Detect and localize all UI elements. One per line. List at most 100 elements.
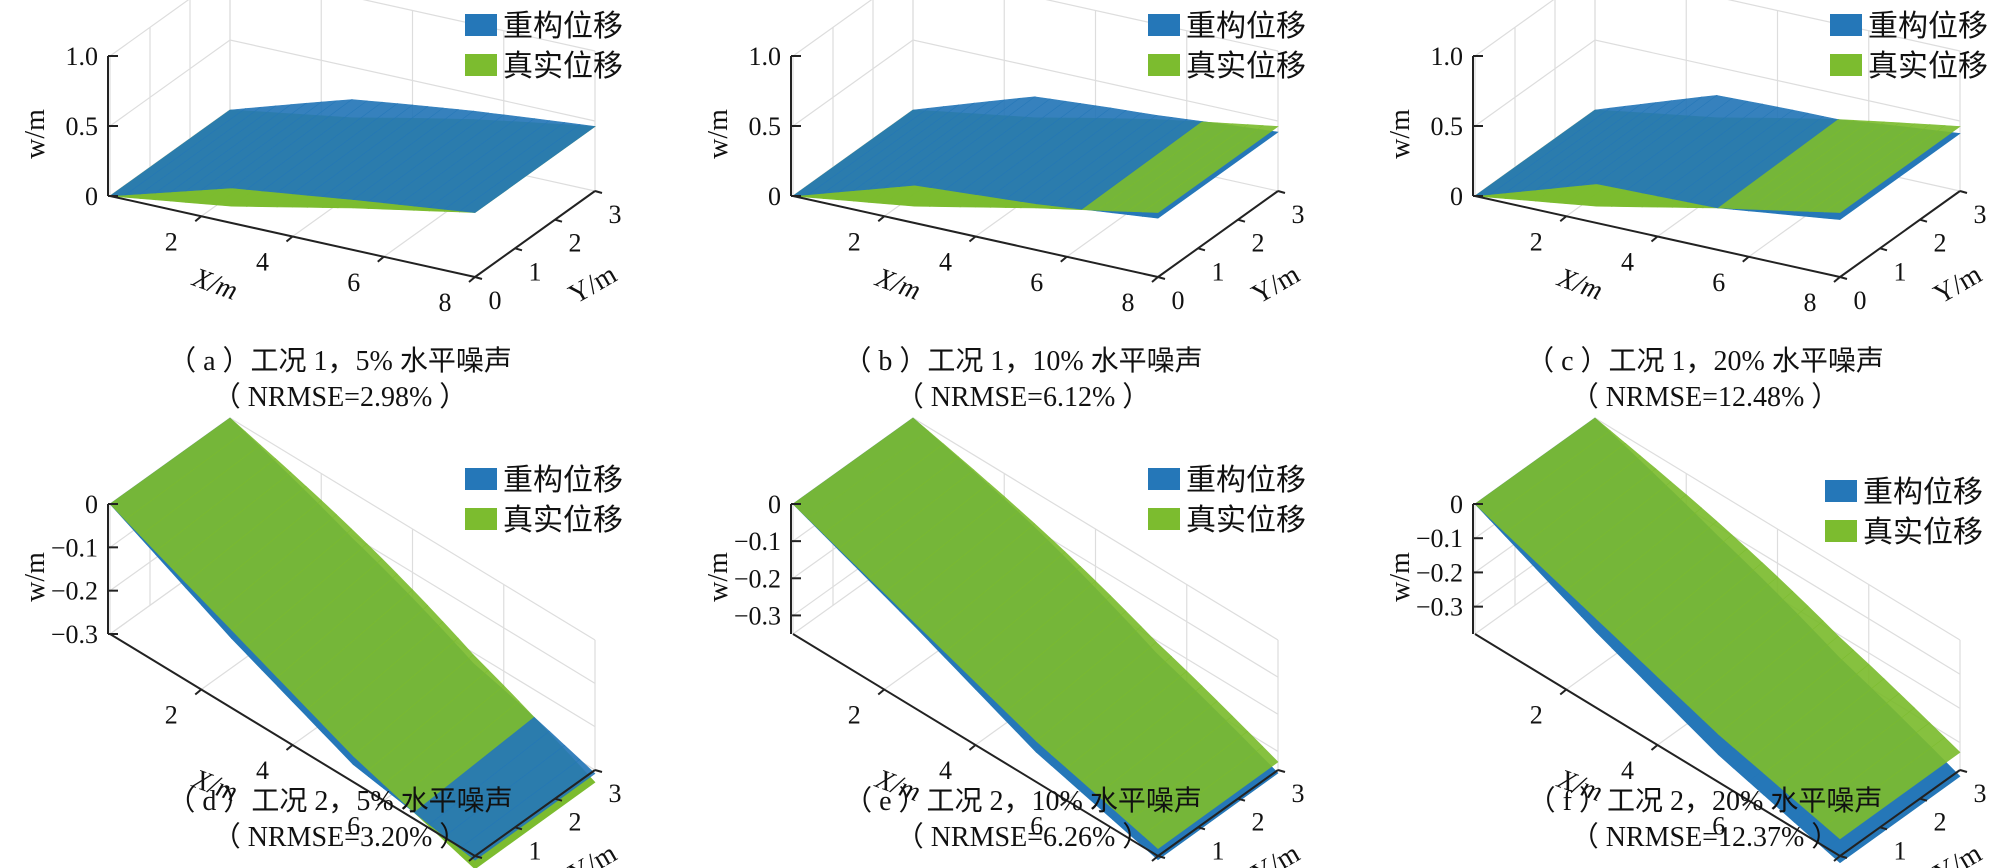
z-tick-label: −0.1	[734, 527, 781, 556]
x-tick-label: 2	[165, 701, 178, 730]
x-tick-label: 2	[165, 227, 178, 256]
caption-line2: （ NRMSE=3.20% ）	[213, 821, 468, 853]
x-tick-mark	[1833, 276, 1841, 283]
z-axis-label: w/m	[1385, 109, 1416, 159]
legend-label-actual: 真实位移	[503, 503, 623, 538]
y-tick-label: 1	[1212, 836, 1225, 865]
legend-swatch-actual	[1148, 54, 1180, 76]
surface-group	[1474, 417, 1961, 864]
y-tick-mark	[1959, 769, 1968, 773]
caption-line1: （ c ）工况 1，20% 水平噪声	[1526, 345, 1884, 377]
y-tick-mark	[1277, 190, 1286, 194]
y-axis-label: Y/m	[1928, 838, 1987, 868]
x-tick-mark	[1559, 688, 1567, 696]
z-axis-label: w/m	[20, 109, 51, 159]
y-tick-mark	[1879, 826, 1888, 831]
y-tick-label: 3	[1292, 779, 1305, 808]
y-tick-mark	[1197, 247, 1206, 252]
surface-group	[108, 99, 596, 213]
z-tick-label: 0	[1450, 490, 1463, 519]
reconstructed-surface-patch	[458, 124, 596, 213]
actual-surface-patch	[1823, 125, 1961, 213]
y-tick-mark	[514, 247, 523, 252]
y-tick-mark	[1839, 276, 1848, 280]
y-axis-line	[1157, 769, 1279, 857]
x-tick-mark	[877, 688, 885, 696]
x-tick-mark	[1742, 255, 1750, 263]
y-tick-mark	[1157, 855, 1166, 859]
x-tick-label: 6	[1030, 812, 1043, 841]
x-tick-mark	[285, 235, 294, 243]
legend-swatch-actual	[1148, 508, 1180, 530]
surface-group	[1473, 94, 1961, 220]
x-tick-mark	[1650, 235, 1659, 243]
y-tick-mark	[1879, 247, 1888, 252]
y-tick-label: 3	[1974, 200, 1987, 229]
legend-label-reconstructed: 重构位移	[1868, 9, 1988, 44]
x-tick-label: 2	[848, 227, 861, 256]
z-axis-label: w/m	[20, 552, 51, 602]
y-tick-label: 3	[1292, 200, 1305, 229]
x-tick-label: 6	[347, 268, 360, 297]
x-tick-label: 6	[1712, 812, 1725, 841]
z-tick-label: −0.1	[1416, 524, 1463, 553]
x-tick-mark	[377, 255, 385, 263]
legend-label-reconstructed: 重构位移	[503, 463, 623, 498]
y-tick-mark	[1919, 797, 1928, 802]
legend-label-actual: 真实位移	[1868, 49, 1988, 84]
y-tick-mark	[474, 855, 483, 859]
z-tick-label: 0.5	[1431, 112, 1464, 141]
y-axis-line	[1839, 190, 1961, 278]
y-tick-label: 3	[609, 200, 622, 229]
legend-swatch-actual	[1825, 520, 1857, 542]
legend-label-reconstructed: 重构位移	[1186, 463, 1306, 498]
caption-line2: （ NRMSE=12.37% ）	[1571, 821, 1840, 853]
y-tick-label: 0	[1172, 865, 1185, 868]
z-tick-label: −0.2	[51, 577, 98, 606]
legend-swatch-reconstructed	[1830, 14, 1862, 36]
y-tick-label: 1	[1894, 836, 1907, 865]
actual-surface-patch	[1824, 737, 1961, 840]
y-tick-label: 2	[569, 808, 582, 837]
y-tick-label: 2	[1252, 808, 1265, 837]
actual-surface-patch	[1141, 125, 1279, 213]
caption-line2: （ NRMSE=12.48% ）	[1571, 381, 1840, 413]
reconstructed-surface-patch	[459, 759, 596, 861]
x-tick-label: 2	[1530, 701, 1543, 730]
y-tick-mark	[554, 218, 563, 223]
y-tick-label: 0	[1172, 286, 1185, 315]
y-axis-label: Y/m	[1246, 259, 1305, 311]
z-tick-label: 1.0	[749, 42, 782, 71]
y-axis-line	[1157, 190, 1279, 278]
x-tick-mark	[1833, 855, 1841, 862]
chart-panel-d: 246801230−0.1−0.2−0.3X/mY/mw/m重构位移真实位移（ …	[20, 417, 623, 868]
x-tick-mark	[968, 235, 977, 243]
x-axis-label: X/m	[1553, 262, 1607, 307]
x-tick-label: 4	[256, 248, 269, 277]
x-tick-label: 6	[347, 812, 360, 841]
x-tick-mark	[1151, 276, 1159, 283]
caption-line1: （ a ）工况 1，5% 水平噪声	[168, 345, 512, 377]
legend-swatch-reconstructed	[465, 468, 497, 490]
x-tick-label: 4	[1621, 756, 1634, 785]
x-tick-label: 8	[1804, 288, 1817, 317]
surface-group	[792, 417, 1279, 861]
y-tick-mark	[1237, 218, 1246, 223]
x-tick-mark	[285, 744, 294, 751]
caption-line2: （ NRMSE=2.98% ）	[213, 381, 468, 413]
y-tick-label: 0	[1854, 286, 1867, 315]
legend-swatch-actual	[1830, 54, 1862, 76]
legend-label-actual: 真实位移	[1186, 49, 1306, 84]
y-axis-label: Y/m	[563, 838, 622, 868]
y-tick-mark	[594, 769, 603, 773]
y-tick-mark	[594, 190, 603, 194]
y-tick-label: 1	[1212, 257, 1225, 286]
legend-label-reconstructed: 重构位移	[503, 9, 623, 44]
z-tick-label: −0.3	[51, 620, 98, 649]
y-tick-label: 0	[489, 865, 502, 868]
z-tick-label: 0	[85, 490, 98, 519]
